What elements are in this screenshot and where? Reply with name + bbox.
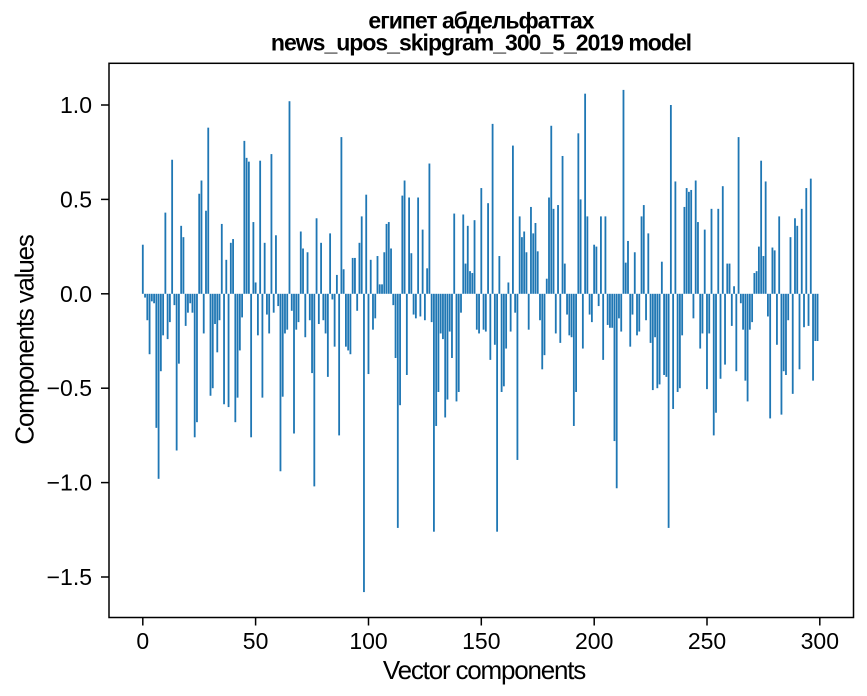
svg-text:250: 250: [688, 628, 726, 654]
svg-text:0.5: 0.5: [60, 186, 92, 212]
svg-text:100: 100: [349, 628, 387, 654]
svg-text:−1.0: −1.0: [47, 470, 92, 496]
svg-text:−0.5: −0.5: [47, 375, 92, 401]
svg-text:150: 150: [462, 628, 500, 654]
svg-text:Vector components: Vector components: [383, 655, 586, 685]
svg-text:Components values: Components values: [10, 234, 40, 445]
svg-text:200: 200: [575, 628, 613, 654]
svg-text:50: 50: [243, 628, 269, 654]
svg-text:−1.5: −1.5: [47, 564, 92, 590]
svg-text:news_upos_skipgram_300_5_2019: news_upos_skipgram_300_5_2019 model: [271, 30, 691, 56]
svg-text:300: 300: [801, 628, 839, 654]
svg-text:1.0: 1.0: [60, 92, 92, 118]
svg-text:египет абдельфаттах: египет абдельфаттах: [368, 8, 594, 34]
svg-text:0: 0: [136, 628, 149, 654]
svg-text:0.0: 0.0: [60, 281, 92, 307]
